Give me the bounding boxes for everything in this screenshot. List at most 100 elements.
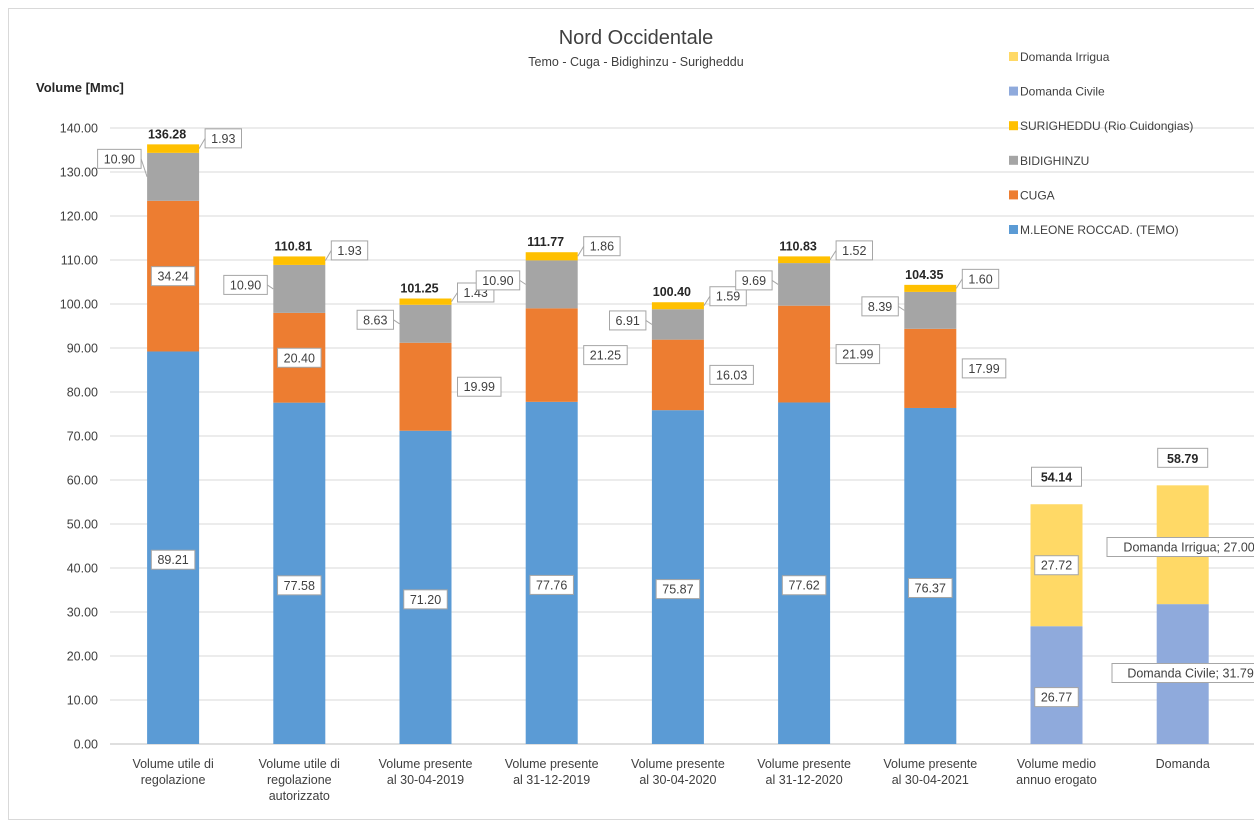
y-tick-label: 90.00 (67, 342, 98, 356)
data-label-box (961, 358, 1007, 379)
total-label: 58.79 (1167, 452, 1198, 466)
data-label-box (835, 344, 881, 365)
data-label-box (908, 577, 953, 598)
data-label-box (150, 266, 196, 287)
data-label: 34.24 (157, 270, 188, 284)
y-axis-label: Volume [Mmc] (36, 80, 124, 95)
y-tick-label: 130.00 (60, 166, 98, 180)
data-label: 1.59 (716, 290, 740, 304)
legend-entry: Domanda Irrigua (1020, 50, 1110, 64)
label-leader (140, 158, 148, 177)
legend-swatch (1009, 225, 1018, 234)
bar-segment (399, 304, 452, 343)
y-tick-label: 70.00 (67, 430, 98, 444)
data-label-box (709, 364, 754, 385)
data-label-box (403, 589, 448, 610)
label-leader (577, 245, 585, 257)
y-tick-label: 120.00 (60, 210, 98, 224)
bar-segment (399, 298, 452, 305)
total-label: 136.28 (148, 127, 186, 141)
data-label: 89.21 (157, 553, 188, 567)
data-label: Domanda Irrigua; 27.00 (1123, 541, 1254, 555)
data-label: 1.93 (337, 244, 361, 258)
x-category-label: Volume presente (757, 757, 851, 771)
data-label: 76.37 (915, 581, 946, 595)
data-label-box (457, 376, 502, 397)
chart-subtitle: Temo - Cuga - Bidighinzu - Surigheddu (528, 55, 743, 69)
data-label: 77.58 (284, 579, 315, 593)
label-leader (955, 278, 963, 289)
bar-segment (778, 256, 831, 264)
data-label: 8.39 (868, 300, 892, 314)
data-label-box (150, 549, 196, 570)
data-label: 17.99 (968, 362, 999, 376)
bar-segment (778, 263, 831, 306)
label-leader (829, 250, 837, 261)
bar-segment (525, 252, 578, 261)
data-label: 21.99 (842, 348, 873, 362)
bar-segment (651, 302, 704, 310)
data-label: 16.03 (716, 368, 747, 382)
y-tick-label: 140.00 (60, 122, 98, 136)
bar-segment (651, 339, 704, 411)
x-category-label: autorizzato (269, 789, 330, 803)
y-tick-label: 20.00 (67, 650, 98, 664)
data-label: 27.72 (1041, 559, 1072, 573)
data-label: 1.52 (842, 244, 866, 258)
data-label-box (1106, 537, 1254, 557)
x-category-label: annuo erogato (1016, 773, 1097, 787)
total-label: 110.81 (275, 239, 313, 253)
y-tick-label: 110.00 (61, 254, 98, 268)
label-leader (703, 295, 711, 307)
data-label: Domanda Civile; 31.79 (1127, 667, 1254, 681)
bar-segment (273, 256, 326, 265)
bar-segment (904, 328, 957, 408)
data-label: 77.62 (788, 579, 819, 593)
data-label: 71.20 (410, 593, 441, 607)
data-label: 10.90 (482, 274, 513, 288)
data-label: 10.90 (104, 152, 135, 166)
x-category-label: Volume presente (505, 757, 599, 771)
data-label: 8.63 (363, 313, 387, 327)
x-category-label: al 31-12-2019 (513, 773, 590, 787)
x-category-label: Volume presente (631, 757, 725, 771)
legend-entry: Domanda Civile (1020, 85, 1105, 99)
legend-swatch (1009, 155, 1018, 165)
data-label-box (781, 575, 827, 596)
x-category-label: regolazione (141, 773, 206, 787)
total-label: 100.40 (653, 285, 691, 299)
data-label: 1.86 (590, 240, 614, 254)
total-label: 54.14 (1041, 471, 1072, 485)
label-leader (451, 292, 458, 302)
data-label-box (277, 575, 322, 596)
chart-title: Nord Occidentale (559, 27, 714, 49)
y-tick-label: 60.00 (67, 474, 98, 488)
total-label: 110.83 (779, 239, 817, 253)
bar-segment (147, 152, 200, 201)
bar-segment (525, 308, 578, 402)
y-tick-label: 40.00 (67, 562, 98, 576)
data-label-box (277, 347, 322, 368)
data-label: 10.90 (230, 278, 261, 292)
data-label: 20.40 (284, 351, 315, 365)
data-label: 26.77 (1041, 691, 1072, 705)
label-leader (324, 250, 332, 261)
data-label: 9.69 (742, 274, 766, 288)
x-category-label: Domanda (1156, 757, 1210, 771)
x-category-label: al 30-04-2020 (639, 773, 716, 787)
bar-segment (525, 260, 578, 309)
total-label: 104.35 (905, 268, 943, 282)
label-leader (267, 284, 274, 290)
y-tick-label: 30.00 (67, 606, 98, 620)
data-label: 75.87 (662, 583, 693, 597)
y-tick-label: 0.00 (74, 738, 98, 752)
total-label: 111.77 (527, 235, 564, 249)
data-label-box (529, 574, 574, 595)
label-leader (771, 279, 779, 285)
data-label: 21.25 (590, 349, 621, 363)
bar-segment (399, 342, 452, 431)
bar-segment (778, 305, 831, 403)
label-leader (645, 320, 653, 325)
bar-segment (147, 144, 200, 153)
